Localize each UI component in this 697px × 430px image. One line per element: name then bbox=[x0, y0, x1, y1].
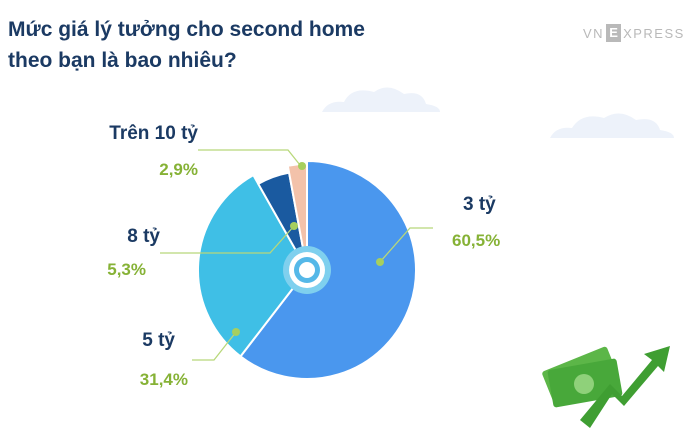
slice-value-5ty: 31,4% bbox=[140, 370, 188, 389]
logo-mark: E bbox=[606, 24, 622, 42]
slice-labels: 3 tỷ 60,5% 5 tỷ 31,4% 8 tỷ 5,3% Trên 10 tỷ 2,9% bbox=[107, 123, 500, 389]
slice-value-8ty: 5,3% bbox=[107, 260, 146, 279]
slice-label-5ty: 5 tỷ bbox=[142, 330, 175, 351]
slice-label-3ty: 3 tỷ bbox=[463, 194, 496, 215]
leader-dot-5ty bbox=[232, 328, 240, 336]
pie-slice-tren-10ty bbox=[286, 162, 308, 271]
slice-value-tren-10ty: 2,9% bbox=[159, 160, 198, 179]
growth-arrow-icon bbox=[580, 346, 670, 428]
leader-dot-8ty bbox=[290, 222, 298, 230]
logo-text-left: VN bbox=[583, 25, 605, 41]
leader-line-3ty bbox=[379, 227, 433, 263]
leader-line-5ty bbox=[192, 331, 237, 361]
cloud-left bbox=[322, 87, 440, 112]
leader-line-8ty bbox=[160, 225, 295, 254]
center-hub-inner bbox=[299, 262, 315, 278]
leader-line-tren-10ty bbox=[198, 149, 301, 166]
chart-title: Mức giá lý tưởng cho second home theo bạ… bbox=[8, 14, 478, 76]
banknote-circle bbox=[574, 374, 594, 394]
slice-label-8ty: 8 tỷ bbox=[127, 226, 160, 247]
chart-title-line-1: Mức giá lý tưởng cho second home bbox=[8, 18, 365, 41]
cloud-right bbox=[550, 113, 674, 138]
chart-title-line-2: theo bạn là bao nhiêu? bbox=[8, 49, 237, 72]
slice-value-3ty: 60,5% bbox=[452, 231, 500, 250]
background-clouds bbox=[322, 87, 674, 138]
leader-dot-tren-10ty bbox=[298, 162, 306, 170]
leader-lines bbox=[160, 149, 433, 361]
money-arrow-illustration bbox=[542, 346, 670, 428]
pie-slice-5ty bbox=[197, 173, 309, 358]
leader-dot-3ty bbox=[376, 258, 384, 266]
center-hub bbox=[283, 246, 331, 294]
vnexpress-logo: VN E XPRESS bbox=[583, 22, 685, 44]
slice-label-tren-10ty: Trên 10 tỷ bbox=[109, 123, 198, 144]
logo-text-right: XPRESS bbox=[623, 25, 685, 41]
